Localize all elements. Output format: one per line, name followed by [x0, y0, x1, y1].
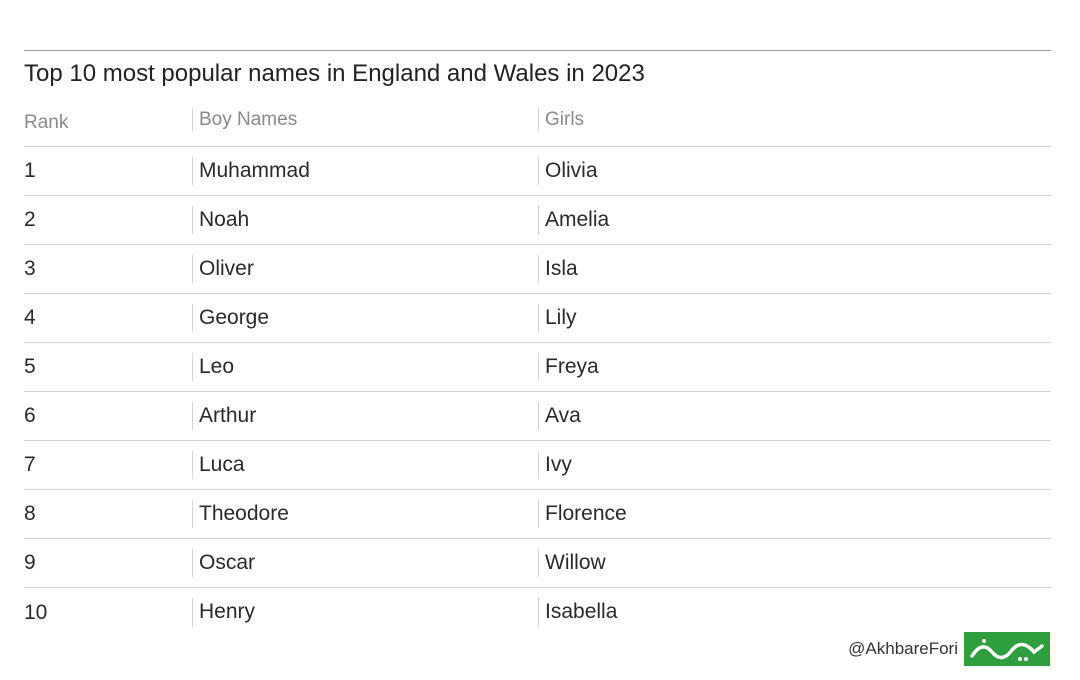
table-title: Top 10 most popular names in England and… [24, 60, 645, 87]
rank-cell: 3 [24, 257, 36, 280]
girl-name-cell: Florence [538, 499, 627, 529]
rank-cell: 10 [24, 600, 48, 624]
table-header-row: Rank Boy Names Girls [24, 100, 1051, 147]
table-row: 1 Muhammad Olivia [24, 147, 1051, 196]
girl-name-cell: Ava [538, 401, 581, 431]
table-row: 2 Noah Amelia [24, 196, 1051, 245]
boy-name-cell: Henry [192, 597, 255, 628]
girl-name-cell: Isla [538, 254, 578, 284]
watermark: @AkhbareFori [848, 632, 1050, 666]
boy-name-cell: Theodore [192, 499, 289, 529]
table-row: 7 Luca Ivy [24, 441, 1051, 490]
rank-cell: 6 [24, 404, 36, 427]
akhbare-fori-logo-icon [964, 632, 1050, 666]
names-table: Rank Boy Names Girls 1 Muhammad Olivia 2… [24, 100, 1051, 637]
rank-cell: 5 [24, 355, 36, 378]
boy-name-cell: Oscar [192, 548, 255, 578]
table-row: 3 Oliver Isla [24, 245, 1051, 294]
girl-name-cell: Amelia [538, 205, 609, 235]
rank-cell: 7 [24, 453, 36, 476]
social-handle: @AkhbareFori [848, 639, 958, 658]
boy-name-cell: Arthur [192, 401, 256, 431]
column-header-girls: Girls [538, 108, 584, 132]
rank-cell: 2 [24, 208, 36, 231]
boy-name-cell: Noah [192, 205, 249, 235]
girl-name-cell: Willow [538, 548, 606, 578]
table-row: 4 George Lily [24, 294, 1051, 343]
boy-name-cell: Muhammad [192, 156, 310, 186]
boy-name-cell: Oliver [192, 254, 254, 284]
girl-name-cell: Olivia [538, 156, 598, 186]
boy-name-cell: George [192, 303, 269, 333]
rank-cell: 9 [24, 551, 36, 574]
table-row: 10 Henry Isabella [24, 588, 1051, 637]
girl-name-cell: Isabella [538, 597, 617, 628]
rank-cell: 1 [24, 159, 36, 182]
rank-cell: 8 [24, 502, 36, 525]
top-divider [24, 50, 1051, 51]
column-header-rank: Rank [24, 112, 69, 133]
table-row: 9 Oscar Willow [24, 539, 1051, 588]
rank-cell: 4 [24, 306, 36, 329]
boy-name-cell: Luca [192, 450, 245, 480]
column-header-boy-names: Boy Names [192, 108, 297, 132]
table-row: 6 Arthur Ava [24, 392, 1051, 441]
girl-name-cell: Ivy [538, 450, 572, 480]
table-row: 8 Theodore Florence [24, 490, 1051, 539]
girl-name-cell: Lily [538, 303, 577, 333]
girl-name-cell: Freya [538, 352, 599, 382]
table-row: 5 Leo Freya [24, 343, 1051, 392]
boy-name-cell: Leo [192, 352, 234, 382]
